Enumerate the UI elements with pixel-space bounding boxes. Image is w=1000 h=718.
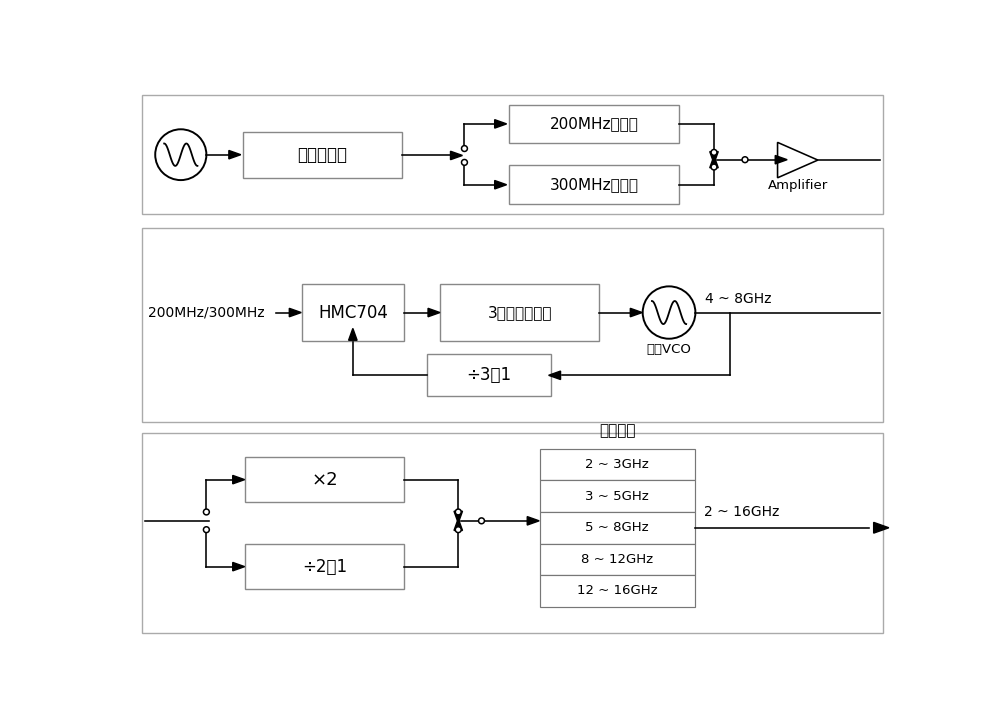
Circle shape (711, 164, 717, 170)
FancyBboxPatch shape (540, 449, 695, 480)
FancyBboxPatch shape (245, 544, 404, 589)
Circle shape (643, 286, 695, 339)
Circle shape (155, 129, 206, 180)
Polygon shape (233, 562, 245, 571)
FancyBboxPatch shape (440, 284, 599, 341)
Text: 宽带VCO: 宽带VCO (647, 343, 691, 356)
Polygon shape (775, 156, 787, 164)
Text: 2 ~ 16GHz: 2 ~ 16GHz (704, 505, 779, 519)
Polygon shape (454, 518, 463, 531)
FancyBboxPatch shape (540, 480, 695, 512)
Polygon shape (549, 371, 561, 380)
Text: 谐波发生器: 谐波发生器 (297, 146, 347, 164)
Polygon shape (450, 151, 462, 159)
Text: 200MHz滤波器: 200MHz滤波器 (549, 116, 638, 131)
FancyBboxPatch shape (509, 165, 679, 204)
Text: HMC704: HMC704 (318, 304, 388, 322)
Polygon shape (349, 328, 357, 340)
Text: 2 ~ 3GHz: 2 ~ 3GHz (585, 458, 649, 471)
Text: 5 ~ 8GHz: 5 ~ 8GHz (585, 521, 649, 534)
Text: 12 ~ 16GHz: 12 ~ 16GHz (577, 584, 657, 597)
Polygon shape (527, 516, 539, 525)
Polygon shape (778, 142, 818, 178)
FancyBboxPatch shape (540, 575, 695, 607)
FancyBboxPatch shape (427, 354, 551, 396)
Polygon shape (289, 308, 301, 317)
FancyBboxPatch shape (540, 544, 695, 575)
Text: 300MHz滤波器: 300MHz滤波器 (549, 177, 638, 192)
Circle shape (462, 159, 467, 165)
Polygon shape (630, 308, 642, 317)
Polygon shape (233, 475, 245, 484)
FancyBboxPatch shape (509, 105, 679, 143)
Circle shape (203, 527, 209, 533)
Polygon shape (874, 523, 889, 533)
FancyBboxPatch shape (243, 131, 402, 178)
Polygon shape (428, 308, 440, 317)
Circle shape (711, 149, 717, 155)
Circle shape (462, 146, 467, 151)
Text: 4 ~ 8GHz: 4 ~ 8GHz (705, 292, 771, 306)
FancyBboxPatch shape (302, 284, 404, 341)
Text: 8 ~ 12GHz: 8 ~ 12GHz (581, 553, 653, 566)
Circle shape (742, 157, 748, 162)
Polygon shape (495, 180, 507, 189)
Text: Amplifier: Amplifier (768, 179, 828, 192)
Polygon shape (454, 511, 463, 523)
Polygon shape (229, 151, 241, 159)
Text: ×2: ×2 (311, 470, 338, 489)
FancyBboxPatch shape (142, 228, 883, 422)
Text: ÷3、1: ÷3、1 (467, 366, 512, 384)
Text: 3 ~ 5GHz: 3 ~ 5GHz (585, 490, 649, 503)
Text: 200MHz/300MHz: 200MHz/300MHz (148, 306, 265, 320)
FancyBboxPatch shape (142, 433, 883, 633)
Polygon shape (495, 120, 507, 128)
Circle shape (455, 509, 461, 515)
Polygon shape (710, 151, 718, 164)
Text: 分段滤波: 分段滤波 (599, 423, 635, 438)
Circle shape (455, 527, 461, 533)
Circle shape (203, 509, 209, 515)
FancyBboxPatch shape (540, 512, 695, 544)
Text: ÷2、1: ÷2、1 (302, 558, 347, 576)
Circle shape (479, 518, 484, 523)
Polygon shape (710, 156, 718, 168)
FancyBboxPatch shape (245, 457, 404, 502)
Text: 3阶环路滤波器: 3阶环路滤波器 (488, 305, 552, 320)
FancyBboxPatch shape (142, 95, 883, 214)
